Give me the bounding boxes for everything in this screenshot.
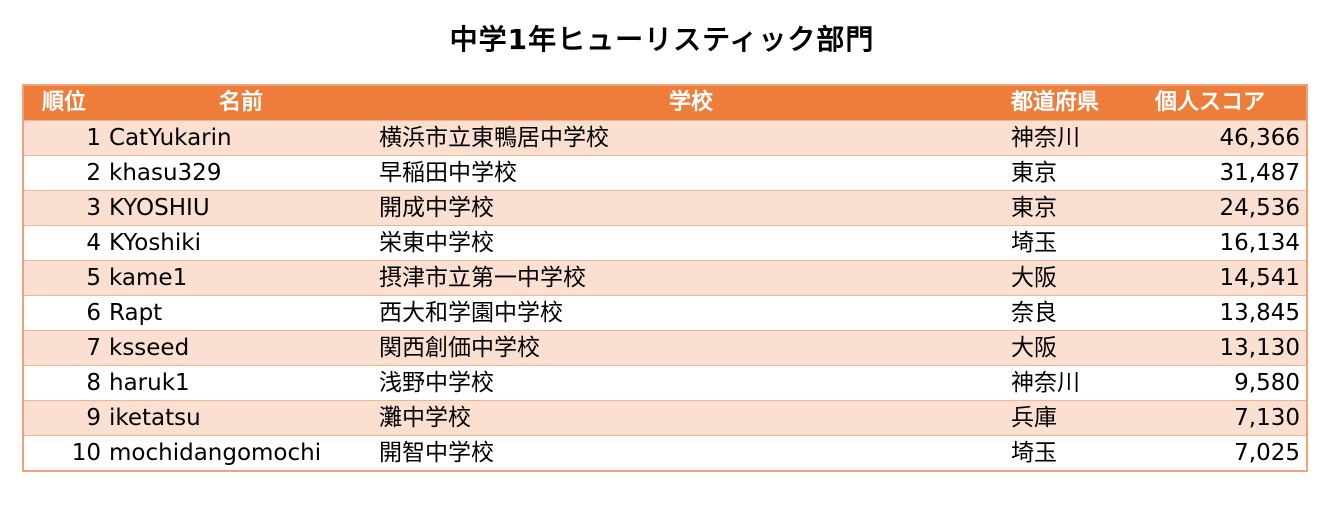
score-cell: 31,487: [1151, 155, 1307, 191]
header-rank: 順位: [23, 85, 109, 121]
school-cell: 開成中学校: [371, 190, 1011, 226]
score-cell: 9,580: [1151, 365, 1307, 401]
prefecture-cell: 神奈川: [1011, 365, 1151, 401]
table-row: 7 ksseed 関西創価中学校 大阪 13,130: [23, 330, 1307, 366]
school-cell: 横浜市立東鴨居中学校: [371, 120, 1011, 156]
table-row: 8 haruk1 浅野中学校 神奈川 9,580: [23, 365, 1307, 401]
school-cell: 早稲田中学校: [371, 155, 1011, 191]
ranking-table: 順位 名前 学校 都道府県 個人スコア 1 CatYukarin 横浜市立東鴨居中学…: [22, 84, 1308, 472]
rank-cell: 8: [23, 365, 109, 401]
school-cell: 灘中学校: [371, 400, 1011, 436]
name-cell: CatYukarin: [109, 120, 371, 156]
header-score: 個人スコア: [1151, 85, 1307, 121]
school-cell: 摂津市立第一中学校: [371, 260, 1011, 296]
table-row: 1 CatYukarin 横浜市立東鴨居中学校 神奈川 46,366: [23, 120, 1307, 156]
school-cell: 開智中学校: [371, 435, 1011, 471]
score-cell: 7,130: [1151, 400, 1307, 436]
table-row: 9 iketatsu 灘中学校 兵庫 7,130: [23, 400, 1307, 436]
prefecture-cell: 埼玉: [1011, 435, 1151, 471]
rank-cell: 5: [23, 260, 109, 296]
name-cell: khasu329: [109, 155, 371, 191]
prefecture-cell: 奈良: [1011, 295, 1151, 331]
score-cell: 14,541: [1151, 260, 1307, 296]
school-cell: 栄東中学校: [371, 225, 1011, 261]
score-cell: 24,536: [1151, 190, 1307, 226]
rank-cell: 9: [23, 400, 109, 436]
score-cell: 46,366: [1151, 120, 1307, 156]
header-name: 名前: [109, 85, 371, 121]
school-cell: 浅野中学校: [371, 365, 1011, 401]
rank-cell: 7: [23, 330, 109, 366]
prefecture-cell: 神奈川: [1011, 120, 1151, 156]
rank-cell: 10: [23, 435, 109, 471]
table-row: 4 KYoshiki 栄東中学校 埼玉 16,134: [23, 225, 1307, 261]
rank-cell: 3: [23, 190, 109, 226]
name-cell: KYoshiki: [109, 225, 371, 261]
name-cell: ksseed: [109, 330, 371, 366]
table-header-row: 順位 名前 学校 都道府県 個人スコア: [23, 85, 1307, 121]
table-row: 6 Rapt 西大和学園中学校 奈良 13,845: [23, 295, 1307, 331]
table-body: 1 CatYukarin 横浜市立東鴨居中学校 神奈川 46,366 2 khasu329 早…: [23, 120, 1307, 471]
name-cell: iketatsu: [109, 400, 371, 436]
name-cell: kame1: [109, 260, 371, 296]
header-prefecture: 都道府県: [1011, 85, 1151, 121]
table-row: 10 mochidangomochi 開智中学校 埼玉 7,025: [23, 435, 1307, 471]
score-cell: 13,130: [1151, 330, 1307, 366]
score-cell: 13,845: [1151, 295, 1307, 331]
table-row: 2 khasu329 早稲田中学校 東京 31,487: [23, 155, 1307, 191]
name-cell: haruk1: [109, 365, 371, 401]
school-cell: 関西創価中学校: [371, 330, 1011, 366]
page-title: 中学1年ヒューリスティック部門: [449, 23, 875, 56]
rank-cell: 6: [23, 295, 109, 331]
prefecture-cell: 東京: [1011, 155, 1151, 191]
prefecture-cell: 大阪: [1011, 260, 1151, 296]
name-cell: KYOSHIU: [109, 190, 371, 226]
prefecture-cell: 兵庫: [1011, 400, 1151, 436]
school-cell: 西大和学園中学校: [371, 295, 1011, 331]
name-cell: mochidangomochi: [109, 435, 371, 471]
prefecture-cell: 東京: [1011, 190, 1151, 226]
prefecture-cell: 埼玉: [1011, 225, 1151, 261]
score-cell: 7,025: [1151, 435, 1307, 471]
rank-cell: 2: [23, 155, 109, 191]
score-cell: 16,134: [1151, 225, 1307, 261]
header-school: 学校: [371, 85, 1011, 121]
rank-cell: 1: [23, 120, 109, 156]
table-row: 5 kame1 摂津市立第一中学校 大阪 14,541: [23, 260, 1307, 296]
rank-cell: 4: [23, 225, 109, 261]
prefecture-cell: 大阪: [1011, 330, 1151, 366]
name-cell: Rapt: [109, 295, 371, 331]
table-row: 3 KYOSHIU 開成中学校 東京 24,536: [23, 190, 1307, 226]
